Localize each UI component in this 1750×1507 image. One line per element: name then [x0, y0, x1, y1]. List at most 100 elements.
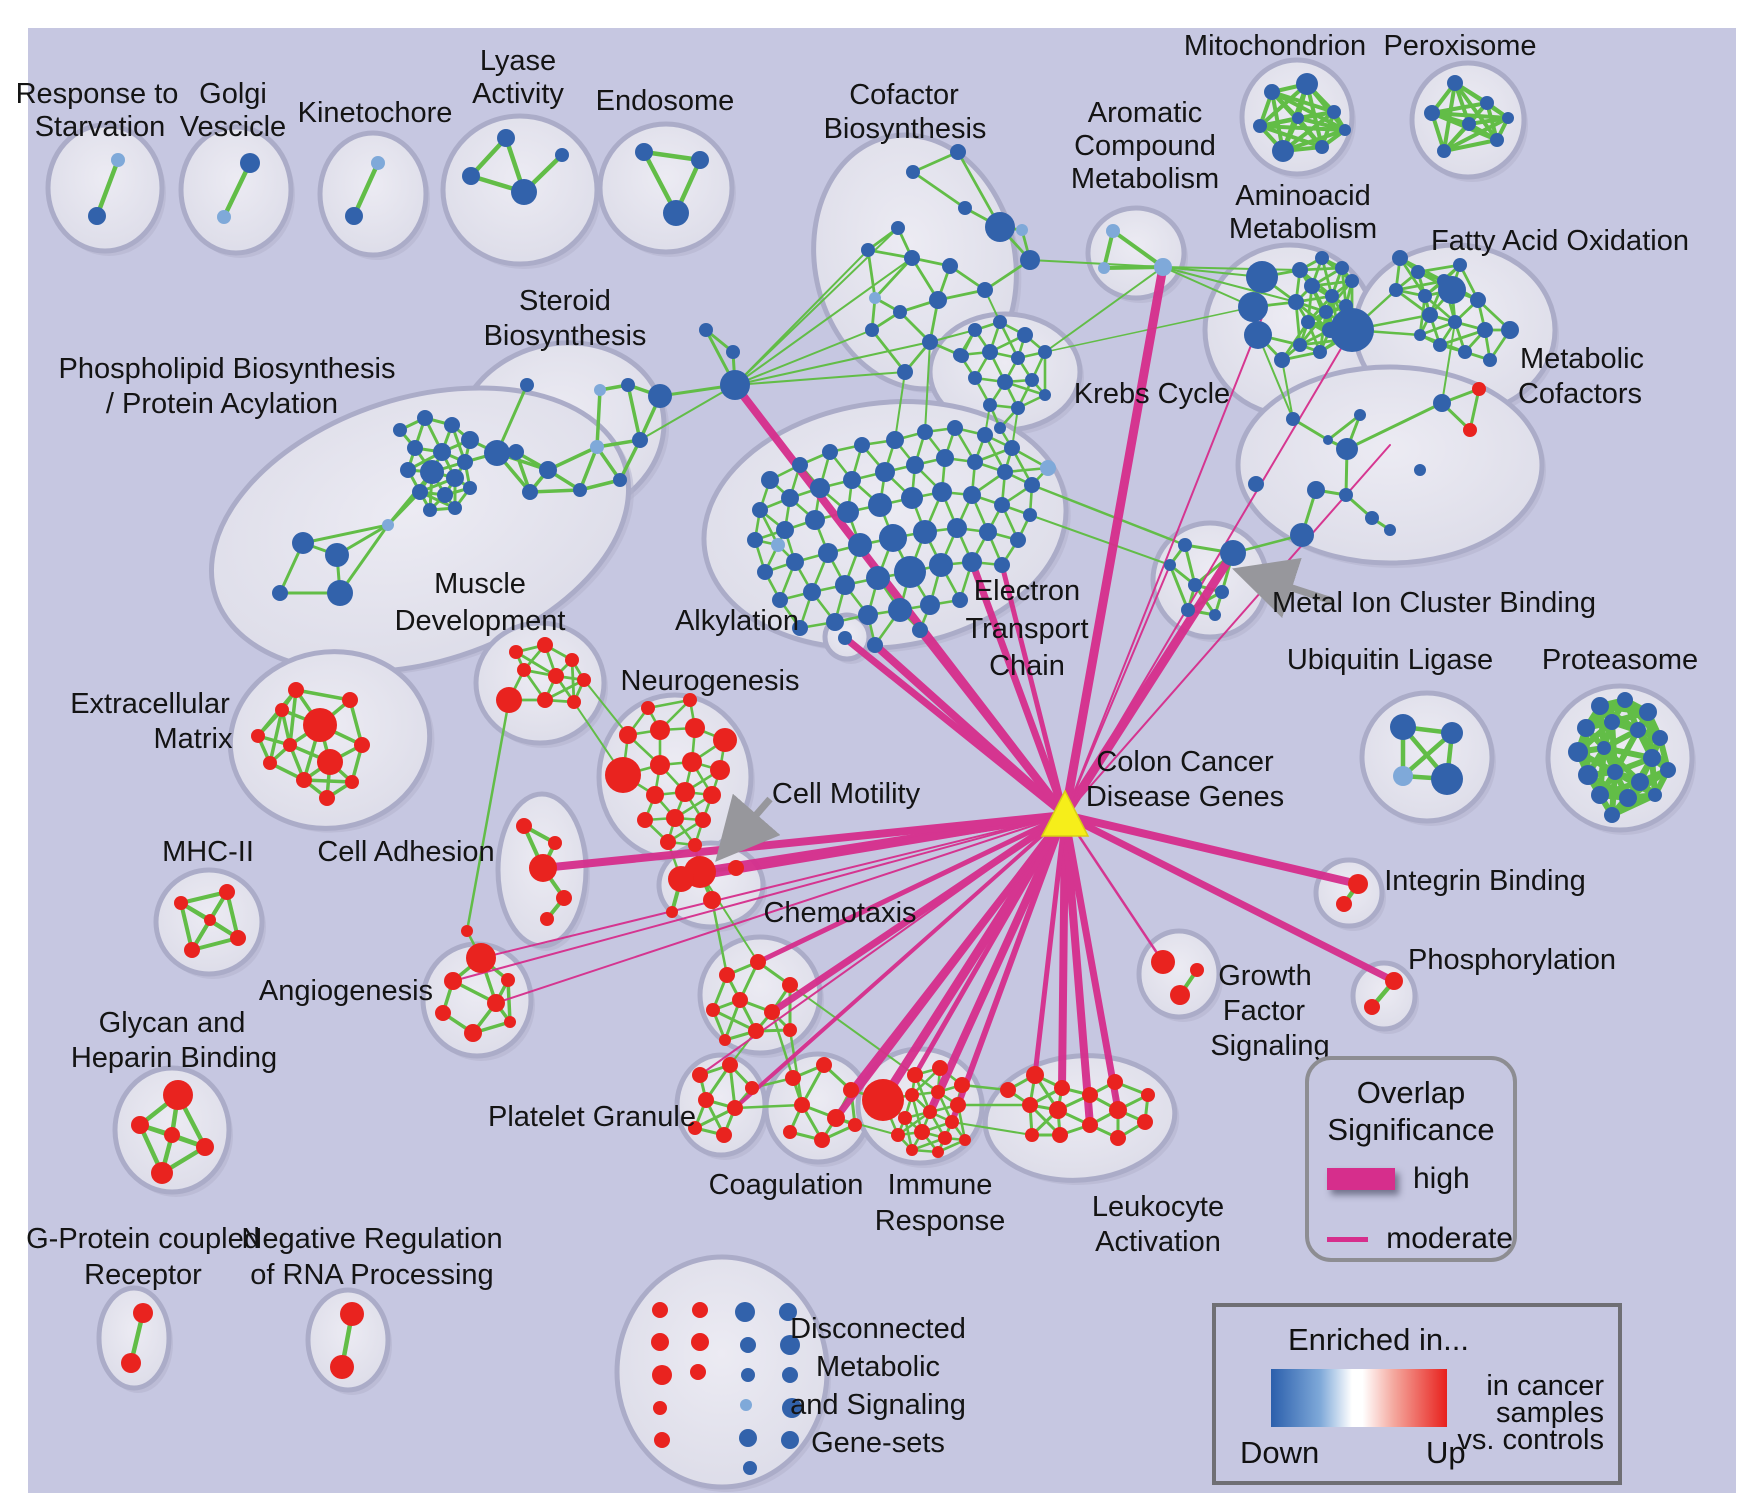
gene-set-node[interactable] — [660, 834, 676, 850]
gene-set-node[interactable] — [997, 374, 1013, 390]
gene-set-node[interactable] — [719, 967, 735, 983]
gene-set-node[interactable] — [1604, 807, 1620, 823]
gene-set-node[interactable] — [1038, 345, 1052, 359]
gene-set-node[interactable] — [1652, 730, 1668, 746]
gene-set-node[interactable] — [826, 613, 844, 631]
gene-set-node[interactable] — [979, 523, 997, 541]
gene-set-node[interactable] — [837, 501, 859, 523]
gene-set-node[interactable] — [652, 1365, 672, 1385]
gene-set-node[interactable] — [771, 538, 785, 552]
gene-set-node[interactable] — [727, 1100, 743, 1116]
gene-set-node[interactable] — [675, 782, 695, 802]
gene-set-node[interactable] — [962, 552, 982, 572]
gene-set-node[interactable] — [275, 703, 289, 717]
gene-set-node[interactable] — [219, 884, 235, 900]
gene-set-node[interactable] — [1339, 124, 1351, 136]
gene-set-node[interactable] — [635, 143, 653, 161]
gene-set-node[interactable] — [1483, 353, 1497, 367]
gene-set-node[interactable] — [743, 1461, 757, 1475]
gene-set-node[interactable] — [1010, 532, 1026, 548]
gene-set-node[interactable] — [555, 148, 569, 162]
gene-set-node[interactable] — [994, 497, 1010, 513]
gene-set-node[interactable] — [484, 440, 510, 466]
gene-set-node[interactable] — [1288, 294, 1304, 310]
gene-set-node[interactable] — [565, 653, 579, 667]
gene-set-node[interactable] — [1477, 322, 1493, 338]
gene-set-node[interactable] — [131, 1116, 149, 1134]
gene-set-node[interactable] — [1098, 262, 1110, 274]
gene-set-node[interactable] — [782, 1398, 802, 1418]
gene-set-node[interactable] — [650, 720, 670, 740]
gene-set-node[interactable] — [1238, 292, 1268, 322]
gene-set-node[interactable] — [1643, 749, 1661, 767]
gene-set-node[interactable] — [1418, 289, 1432, 303]
gene-set-node[interactable] — [783, 1023, 797, 1037]
gene-set-node[interactable] — [174, 896, 188, 910]
gene-set-node[interactable] — [838, 631, 852, 645]
gene-set-node[interactable] — [894, 556, 926, 588]
gene-set-node[interactable] — [866, 566, 890, 590]
gene-set-node[interactable] — [1290, 523, 1314, 547]
gene-set-node[interactable] — [420, 460, 444, 484]
gene-set-node[interactable] — [1330, 308, 1374, 352]
gene-set-node[interactable] — [504, 1016, 516, 1028]
gene-set-node[interactable] — [520, 378, 534, 392]
gene-set-node[interactable] — [695, 812, 711, 828]
gene-set-node[interactable] — [654, 1432, 670, 1448]
gene-set-node[interactable] — [938, 1131, 952, 1145]
gene-set-node[interactable] — [1313, 345, 1327, 359]
gene-set-node[interactable] — [1141, 1088, 1155, 1102]
gene-set-node[interactable] — [325, 543, 349, 567]
gene-set-node[interactable] — [945, 1115, 959, 1129]
gene-set-node[interactable] — [230, 930, 246, 946]
gene-set-node[interactable] — [637, 812, 653, 828]
gene-set-node[interactable] — [805, 510, 825, 530]
gene-set-node[interactable] — [1431, 763, 1463, 795]
gene-set-node[interactable] — [1325, 289, 1339, 303]
gene-set-node[interactable] — [776, 521, 794, 539]
gene-set-node[interactable] — [462, 167, 480, 185]
gene-set-node[interactable] — [1220, 540, 1246, 566]
gene-set-node[interactable] — [444, 972, 462, 990]
gene-set-node[interactable] — [929, 553, 953, 577]
gene-set-node[interactable] — [444, 417, 460, 433]
gene-set-node[interactable] — [1348, 874, 1368, 894]
gene-set-node[interactable] — [1365, 511, 1379, 525]
gene-set-node[interactable] — [698, 1092, 714, 1108]
gene-set-node[interactable] — [914, 1124, 930, 1140]
gene-set-node[interactable] — [1339, 488, 1353, 502]
gene-set-node[interactable] — [868, 493, 892, 517]
gene-set-node[interactable] — [792, 457, 808, 473]
gene-set-node[interactable] — [1597, 741, 1611, 755]
gene-set-node[interactable] — [739, 1429, 757, 1447]
gene-set-node[interactable] — [1293, 338, 1307, 352]
gene-set-node[interactable] — [433, 443, 451, 461]
gene-set-node[interactable] — [1170, 985, 1190, 1005]
gene-set-node[interactable] — [1335, 261, 1349, 275]
gene-set-node[interactable] — [983, 398, 997, 412]
gene-set-node[interactable] — [653, 1401, 667, 1415]
gene-set-node[interactable] — [1181, 603, 1195, 617]
gene-set-node[interactable] — [1315, 140, 1329, 154]
gene-set-node[interactable] — [810, 478, 830, 498]
gene-set-node[interactable] — [652, 1302, 668, 1318]
gene-set-node[interactable] — [613, 473, 627, 487]
gene-set-node[interactable] — [891, 1128, 905, 1142]
gene-set-node[interactable] — [947, 518, 967, 538]
gene-set-node[interactable] — [1272, 140, 1294, 162]
gene-set-node[interactable] — [1054, 1080, 1070, 1096]
gene-set-node[interactable] — [997, 464, 1013, 480]
gene-set-node[interactable] — [982, 344, 998, 360]
gene-set-node[interactable] — [1630, 722, 1646, 738]
gene-set-node[interactable] — [345, 775, 359, 789]
gene-set-node[interactable] — [1345, 274, 1359, 288]
gene-set-node[interactable] — [1253, 119, 1267, 133]
gene-set-node[interactable] — [240, 153, 260, 173]
gene-set-node[interactable] — [1336, 438, 1358, 460]
gene-set-node[interactable] — [423, 503, 437, 517]
gene-set-node[interactable] — [959, 1134, 971, 1146]
gene-set-node[interactable] — [716, 1127, 732, 1143]
gene-set-node[interactable] — [728, 860, 744, 876]
gene-set-node[interactable] — [794, 1097, 810, 1113]
gene-set-node[interactable] — [1011, 401, 1025, 415]
